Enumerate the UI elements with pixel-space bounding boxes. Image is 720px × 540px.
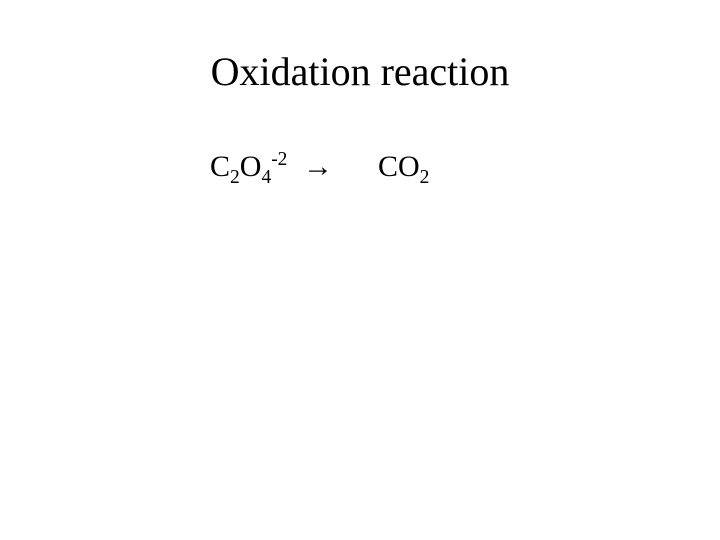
slide: Oxidation reaction C2O4-2 → CO2: [0, 0, 720, 540]
oxidation-equation: C2O4-2 → CO2: [210, 150, 429, 184]
reactant-O-sub: 4: [261, 167, 271, 188]
product-C: C: [378, 150, 398, 183]
reactant-oxalate: C2O4-2: [210, 150, 287, 184]
product-O: O: [398, 150, 420, 183]
reactant-C: C: [210, 150, 230, 183]
slide-title: Oxidation reaction: [0, 48, 720, 95]
reactant-C-sub: 2: [230, 167, 240, 188]
reactant-O: O: [240, 150, 262, 183]
product-O-sub: 2: [420, 167, 430, 188]
reactant-charge: -2: [271, 149, 287, 170]
reaction-arrow-icon: →: [303, 150, 333, 184]
product-co2: CO2: [378, 150, 429, 184]
